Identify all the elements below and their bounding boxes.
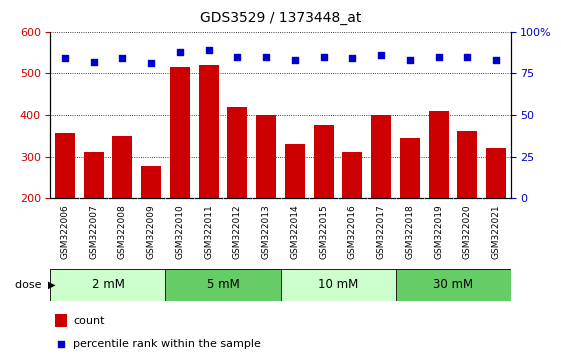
Text: 2 mM: 2 mM xyxy=(91,279,125,291)
Bar xyxy=(199,65,219,281)
Text: count: count xyxy=(73,316,105,326)
Bar xyxy=(84,152,104,281)
Text: dose: dose xyxy=(15,280,45,290)
Point xyxy=(368,236,377,242)
Point xyxy=(376,52,385,58)
Bar xyxy=(50,269,165,301)
Text: GSM322011: GSM322011 xyxy=(204,204,213,259)
Bar xyxy=(486,148,506,281)
Text: GSM322020: GSM322020 xyxy=(463,204,472,258)
Bar xyxy=(400,138,420,281)
Bar xyxy=(429,111,449,281)
Text: GSM322009: GSM322009 xyxy=(146,204,155,259)
Bar xyxy=(342,152,362,281)
Text: GSM322010: GSM322010 xyxy=(176,204,185,259)
Text: GSM322013: GSM322013 xyxy=(261,204,270,259)
Point xyxy=(463,54,472,59)
Point xyxy=(348,56,357,61)
Point xyxy=(406,57,415,63)
Text: GSM322012: GSM322012 xyxy=(233,204,242,258)
Point xyxy=(61,56,70,61)
Text: GSM322014: GSM322014 xyxy=(291,204,300,258)
Bar xyxy=(112,136,132,281)
Bar xyxy=(170,67,190,281)
Point xyxy=(491,57,500,63)
Text: GDS3529 / 1373448_at: GDS3529 / 1373448_at xyxy=(200,11,361,25)
Bar xyxy=(55,132,75,281)
Point xyxy=(146,61,155,66)
Text: GSM322008: GSM322008 xyxy=(118,204,127,259)
Text: 30 mM: 30 mM xyxy=(433,279,473,291)
Text: GSM322007: GSM322007 xyxy=(89,204,98,259)
Text: 10 mM: 10 mM xyxy=(318,279,358,291)
Text: GSM322021: GSM322021 xyxy=(491,204,500,258)
Text: GSM322018: GSM322018 xyxy=(406,204,415,259)
Bar xyxy=(165,269,280,301)
Point xyxy=(261,54,270,59)
Point xyxy=(89,59,98,65)
Point xyxy=(319,54,328,59)
Text: GSM322016: GSM322016 xyxy=(348,204,357,259)
Bar xyxy=(396,269,511,301)
Bar xyxy=(285,144,305,281)
Text: ▶: ▶ xyxy=(48,280,55,290)
Bar xyxy=(256,115,276,281)
Bar xyxy=(55,314,67,327)
Bar xyxy=(371,115,391,281)
Point xyxy=(291,57,300,63)
Text: GSM322006: GSM322006 xyxy=(61,204,70,259)
Bar xyxy=(227,107,247,281)
Text: GSM322015: GSM322015 xyxy=(319,204,328,259)
Bar xyxy=(457,131,477,281)
Text: GSM322017: GSM322017 xyxy=(376,204,385,259)
Point xyxy=(176,49,185,55)
Point xyxy=(204,47,213,53)
Text: 5 mM: 5 mM xyxy=(206,279,240,291)
Text: GSM322019: GSM322019 xyxy=(434,204,443,259)
Bar xyxy=(280,269,396,301)
Point xyxy=(434,54,443,59)
Text: percentile rank within the sample: percentile rank within the sample xyxy=(73,339,261,349)
Bar xyxy=(314,125,334,281)
Bar xyxy=(141,166,161,281)
Point xyxy=(233,54,242,59)
Point xyxy=(118,56,127,61)
